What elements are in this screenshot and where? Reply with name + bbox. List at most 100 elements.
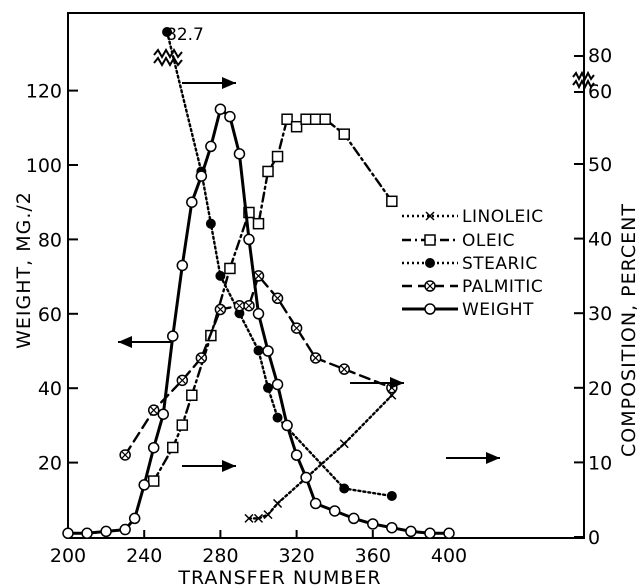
arrow-icon [446, 452, 500, 464]
legend-marker-palmitic [424, 280, 436, 292]
left-axis-ticks: 20 40 60 80 100 120 [26, 81, 78, 475]
arrow-icon [118, 336, 172, 348]
left-tick-label: 80 [38, 229, 62, 251]
point-oleic [252, 217, 265, 230]
point-weight [262, 345, 274, 357]
point-oleic [243, 206, 255, 219]
point-palmitic [309, 352, 322, 364]
point-oleic [147, 475, 160, 487]
point-stearic [253, 345, 264, 356]
point-weight [443, 527, 455, 540]
point-palmitic [214, 303, 227, 316]
point-weight [271, 378, 284, 391]
point-oleic [300, 113, 312, 125]
point-weight [252, 308, 265, 320]
point-palmitic [243, 299, 255, 312]
left-tick-label: 40 [38, 378, 62, 400]
point-palmitic [195, 352, 208, 364]
x-tick-label: 360 [355, 545, 391, 567]
point-weight [100, 525, 112, 538]
point-weight [62, 527, 74, 540]
series-line-linoleic [247, 394, 394, 520]
legend-label-oleic: OLEIC [462, 231, 515, 251]
point-weight [119, 523, 131, 536]
point-weight [424, 527, 436, 540]
legend-marker-weight [424, 303, 436, 315]
left-tick-label: 60 [38, 304, 62, 326]
arrow-icon [182, 77, 236, 89]
point-oleic [262, 165, 274, 178]
point-oleic [281, 113, 293, 125]
legend-label-palmitic: PALMITIC [462, 277, 543, 297]
point-weight [367, 518, 379, 530]
left-tick-label: 120 [26, 81, 62, 103]
point-weight [186, 196, 198, 208]
point-palmitic [271, 292, 284, 305]
point-stearic [205, 218, 216, 229]
point-weight [386, 521, 398, 534]
legend-item-oleic: OLEIC [402, 231, 515, 251]
point-linoleic [244, 513, 254, 523]
point-palmitic [233, 299, 246, 312]
point-linoleic [253, 513, 264, 523]
point-palmitic [338, 363, 350, 375]
point-oleic [167, 441, 179, 454]
point-oleic [319, 113, 331, 125]
left-tick-label: 20 [38, 453, 62, 475]
point-weight [348, 512, 360, 525]
point-oleic [176, 419, 189, 431]
point-linoleic [273, 498, 283, 508]
y-axis-title-left: WEIGHT, MG./2 [13, 191, 35, 349]
x-tick-label: 320 [278, 545, 314, 567]
point-palmitic [290, 322, 303, 334]
legend-item-linoleic: LINOLEIC [402, 207, 543, 227]
point-palmitic [119, 449, 131, 461]
legend-item-stearic: STEARIC [402, 254, 538, 274]
arrow-icon [182, 460, 236, 472]
legend: LINOLEIC OLEIC STEARIC PALMITIC WEIGHT [402, 207, 543, 320]
legend-label-weight: WEIGHT [462, 300, 534, 320]
point-weight [214, 103, 227, 115]
x-tick-label: 400 [431, 545, 467, 567]
point-weight [224, 110, 236, 123]
point-linoleic [339, 439, 349, 449]
point-weight [405, 525, 417, 538]
point-stearic [215, 270, 226, 281]
series-line-weight [66, 107, 451, 535]
point-weight [167, 330, 179, 342]
legend-marker-oleic [424, 234, 436, 246]
right-break-tick-label: 80 [588, 45, 612, 67]
plot-frame [67, 12, 585, 539]
point-oleic [224, 262, 236, 275]
point-weight [281, 419, 293, 432]
point-weight [309, 497, 322, 510]
point-stearic [162, 27, 173, 37]
arrow-icon [350, 377, 404, 389]
point-palmitic [147, 404, 160, 416]
point-weight [243, 233, 255, 246]
point-oleic [271, 150, 284, 163]
point-weight [157, 408, 169, 420]
right-axis-ticks: 0 10 20 30 40 50 60 80 [574, 45, 612, 549]
right-tick-label: 30 [588, 303, 612, 325]
legend-item-palmitic: PALMITIC [402, 277, 543, 297]
point-stearic [272, 412, 283, 423]
axis-indicator-arrows [118, 77, 500, 472]
point-weight [328, 505, 341, 517]
y-axis-title-right: COMPOSITION, PERCENT [618, 203, 640, 457]
point-oleic [338, 128, 350, 140]
series-layer [62, 27, 455, 540]
right-axis-break-icon [572, 70, 595, 90]
point-palmitic [176, 374, 189, 387]
right-tick-label: 0 [588, 527, 600, 549]
right-tick-label: 40 [588, 229, 612, 251]
legend-marker-stearic [425, 258, 435, 268]
legend-label-stearic: STEARIC [462, 254, 538, 274]
point-stearic [263, 382, 274, 393]
right-tick-label: 50 [588, 154, 612, 176]
point-stearic [339, 483, 350, 494]
point-oleic [290, 120, 303, 133]
point-weight [195, 170, 208, 182]
point-oleic [309, 113, 322, 125]
point-weight [81, 527, 93, 540]
